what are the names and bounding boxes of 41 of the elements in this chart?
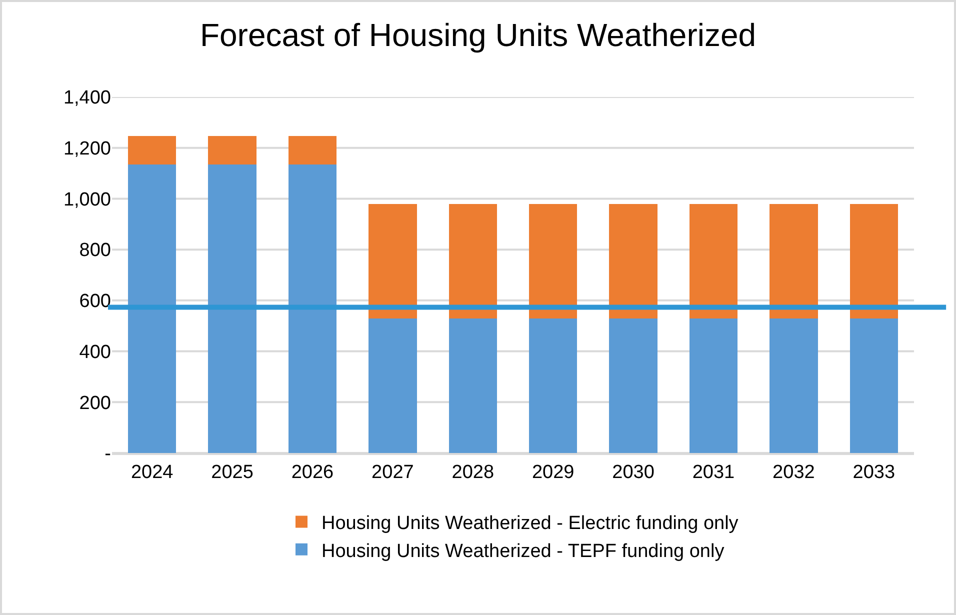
x-tick-label: 2029	[532, 462, 574, 483]
bar	[448, 204, 497, 319]
bar	[850, 204, 898, 319]
y-tick-label: 600	[79, 291, 111, 312]
x-tick-label: 2030	[612, 462, 654, 483]
x-tick-label: 2031	[692, 462, 735, 483]
bar	[208, 164, 256, 453]
y-tick-label: 1,000	[63, 189, 111, 210]
bar	[609, 204, 658, 319]
bar	[368, 204, 417, 319]
bar	[850, 318, 898, 453]
bar	[128, 136, 176, 164]
x-tick-label: 2025	[211, 462, 254, 483]
x-tick-label: 2032	[772, 462, 815, 483]
y-tick-label: 800	[79, 240, 111, 262]
x-tick-label: 2024	[130, 462, 174, 483]
y-tick-label: 400	[79, 342, 111, 363]
y-tick-label: 1,400	[63, 88, 111, 109]
chart-title: Forecast of Housing Units Weatherized	[200, 16, 756, 53]
bar	[529, 318, 578, 453]
legend-label: Housing Units Weatherized - Electric funding only	[322, 513, 739, 534]
y-tick-label: 1,200	[63, 138, 111, 160]
bar	[609, 318, 658, 453]
legend-label: Housing Units Weatherized - TEPF funding only	[322, 540, 725, 562]
x-tick-label: 2026	[291, 462, 334, 483]
x-tick-label: 2033	[852, 462, 896, 483]
x-tick-label: 2028	[452, 462, 494, 483]
bar	[448, 318, 497, 453]
y-tick-label: -	[104, 444, 111, 465]
bar	[288, 136, 337, 164]
bar	[288, 164, 337, 453]
bar	[770, 204, 818, 319]
bar	[529, 204, 578, 319]
bar	[368, 318, 417, 453]
bar	[208, 136, 256, 164]
bar	[689, 204, 738, 319]
bar	[770, 318, 818, 453]
y-tick-label: 200	[79, 392, 111, 414]
x-tick-label: 2027	[372, 462, 414, 483]
bar	[689, 318, 738, 453]
bar	[128, 164, 176, 453]
